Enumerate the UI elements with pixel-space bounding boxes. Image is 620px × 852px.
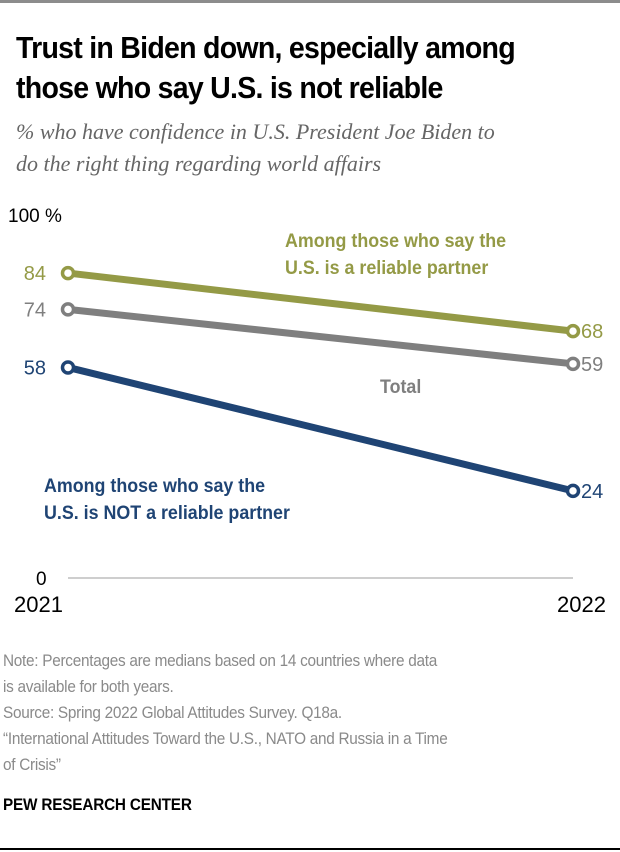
- footnotes: Note: Percentages are medians based on 1…: [3, 648, 613, 778]
- data-point-marker: [565, 483, 581, 499]
- top-rule: [0, 0, 620, 3]
- y-tick-label: 100 %: [8, 206, 62, 227]
- chart-subtitle-line1: % who have confidence in U.S. President …: [16, 119, 495, 144]
- series-line: [64, 363, 577, 495]
- chart-title: Trust in Biden down, especially among th…: [16, 28, 568, 108]
- note-line2: is available for both years.: [3, 678, 174, 696]
- note-line1: Note: Percentages are medians based on 1…: [3, 652, 437, 670]
- chart-subtitle-line2: do the right thing regarding world affai…: [16, 151, 382, 176]
- data-point-marker: [565, 323, 581, 339]
- series-label: Total: [380, 375, 421, 397]
- x-tick-label: 2021: [14, 592, 63, 617]
- label-layer: 84 68 Among those who say the U.S. is a rel…: [24, 229, 604, 523]
- report-line1: “International Attitudes Toward the U.S.…: [3, 730, 448, 748]
- data-point-marker: [60, 302, 76, 317]
- series-label: Among those who say the: [44, 474, 265, 496]
- series-label: Among those who say the: [285, 229, 506, 251]
- series-line: [64, 269, 577, 335]
- pew-brand: PEW RESEARCH CENTER: [3, 795, 192, 814]
- data-point-marker: [60, 360, 76, 375]
- data-label: 84: [24, 263, 46, 285]
- chart-title-line2: those who say U.S. is not reliable: [16, 70, 443, 105]
- bottom-rule: [0, 848, 620, 850]
- data-label: 59: [581, 354, 603, 376]
- data-label: 58: [24, 357, 46, 379]
- data-point-marker: [565, 356, 581, 372]
- data-label: 68: [581, 321, 603, 343]
- series-line: [64, 305, 577, 368]
- series-label: U.S. is NOT a reliable partner: [44, 501, 290, 523]
- chart-subtitle: % who have confidence in U.S. President …: [16, 116, 616, 180]
- report-line2: of Crisis”: [3, 756, 61, 774]
- data-label: 24: [581, 481, 603, 503]
- series-layer: [60, 265, 581, 499]
- data-point-marker: [60, 265, 76, 281]
- y-tick-label: 0: [36, 569, 47, 590]
- source-line: Source: Spring 2022 Global Attitudes Sur…: [3, 704, 342, 722]
- data-label: 74: [24, 299, 46, 321]
- series-label: U.S. is a reliable partner: [285, 256, 488, 278]
- chart-title-line1: Trust in Biden down, especially among: [16, 30, 516, 65]
- x-tick-label: 2022: [557, 592, 606, 617]
